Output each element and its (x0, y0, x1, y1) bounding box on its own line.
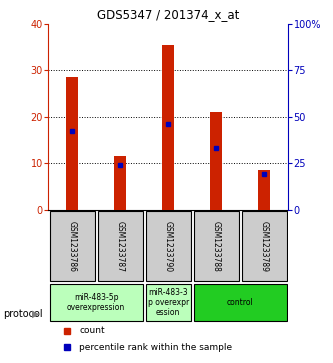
Text: protocol: protocol (3, 309, 43, 319)
Bar (193, 284, 287, 321)
Bar (66, 77, 78, 209)
Bar (146, 211, 191, 281)
Bar (50, 284, 143, 321)
Text: miR-483-5p
overexpression: miR-483-5p overexpression (67, 293, 125, 312)
Bar (210, 112, 222, 209)
Bar (98, 211, 143, 281)
Title: GDS5347 / 201374_x_at: GDS5347 / 201374_x_at (97, 8, 239, 21)
Text: GSM1233789: GSM1233789 (259, 221, 269, 272)
Bar (146, 284, 191, 321)
Text: count: count (80, 326, 105, 335)
Text: GSM1233786: GSM1233786 (68, 221, 77, 272)
Bar (241, 211, 287, 281)
Text: GSM1233787: GSM1233787 (116, 221, 125, 272)
Text: miR-483-3
p overexpr
ession: miR-483-3 p overexpr ession (148, 288, 189, 318)
Text: GSM1233788: GSM1233788 (211, 221, 221, 272)
Bar (50, 211, 95, 281)
Bar (114, 156, 126, 209)
Text: percentile rank within the sample: percentile rank within the sample (80, 343, 232, 352)
Text: control: control (227, 298, 253, 307)
Text: GSM1233790: GSM1233790 (164, 221, 173, 272)
Bar (193, 211, 239, 281)
Bar (258, 170, 270, 209)
Bar (162, 45, 174, 209)
Text: ▶: ▶ (32, 309, 39, 319)
